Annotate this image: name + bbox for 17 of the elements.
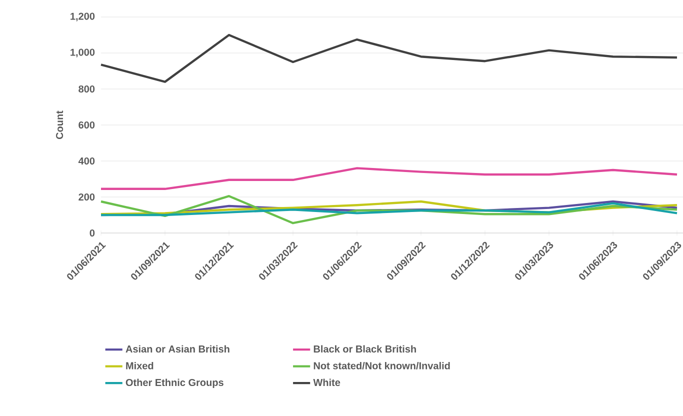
y-tick-label: 1,000: [70, 48, 95, 58]
legend-label: Other Ethnic Groups: [126, 378, 224, 388]
legend-label: Black or Black British: [314, 345, 416, 353]
legend-label: Not stated/Not known/Invalid: [314, 362, 450, 370]
line-series: [100, 34, 678, 83]
legend-label: Mixed: [126, 362, 154, 370]
y-axis-title: Count: [56, 110, 64, 140]
y-tick-label: 1,200: [70, 12, 95, 22]
y-tick-label: 600: [78, 121, 95, 129]
legend-label: Asian or Asian British: [126, 345, 230, 353]
y-tick-label: 800: [78, 85, 95, 93]
line-series: [100, 167, 678, 190]
y-tick-label: 200: [78, 193, 95, 201]
y-tick-label: 0: [90, 229, 95, 237]
legend-label: White: [313, 378, 340, 386]
y-tick-label: 400: [78, 157, 95, 165]
line-series: [100, 195, 678, 224]
